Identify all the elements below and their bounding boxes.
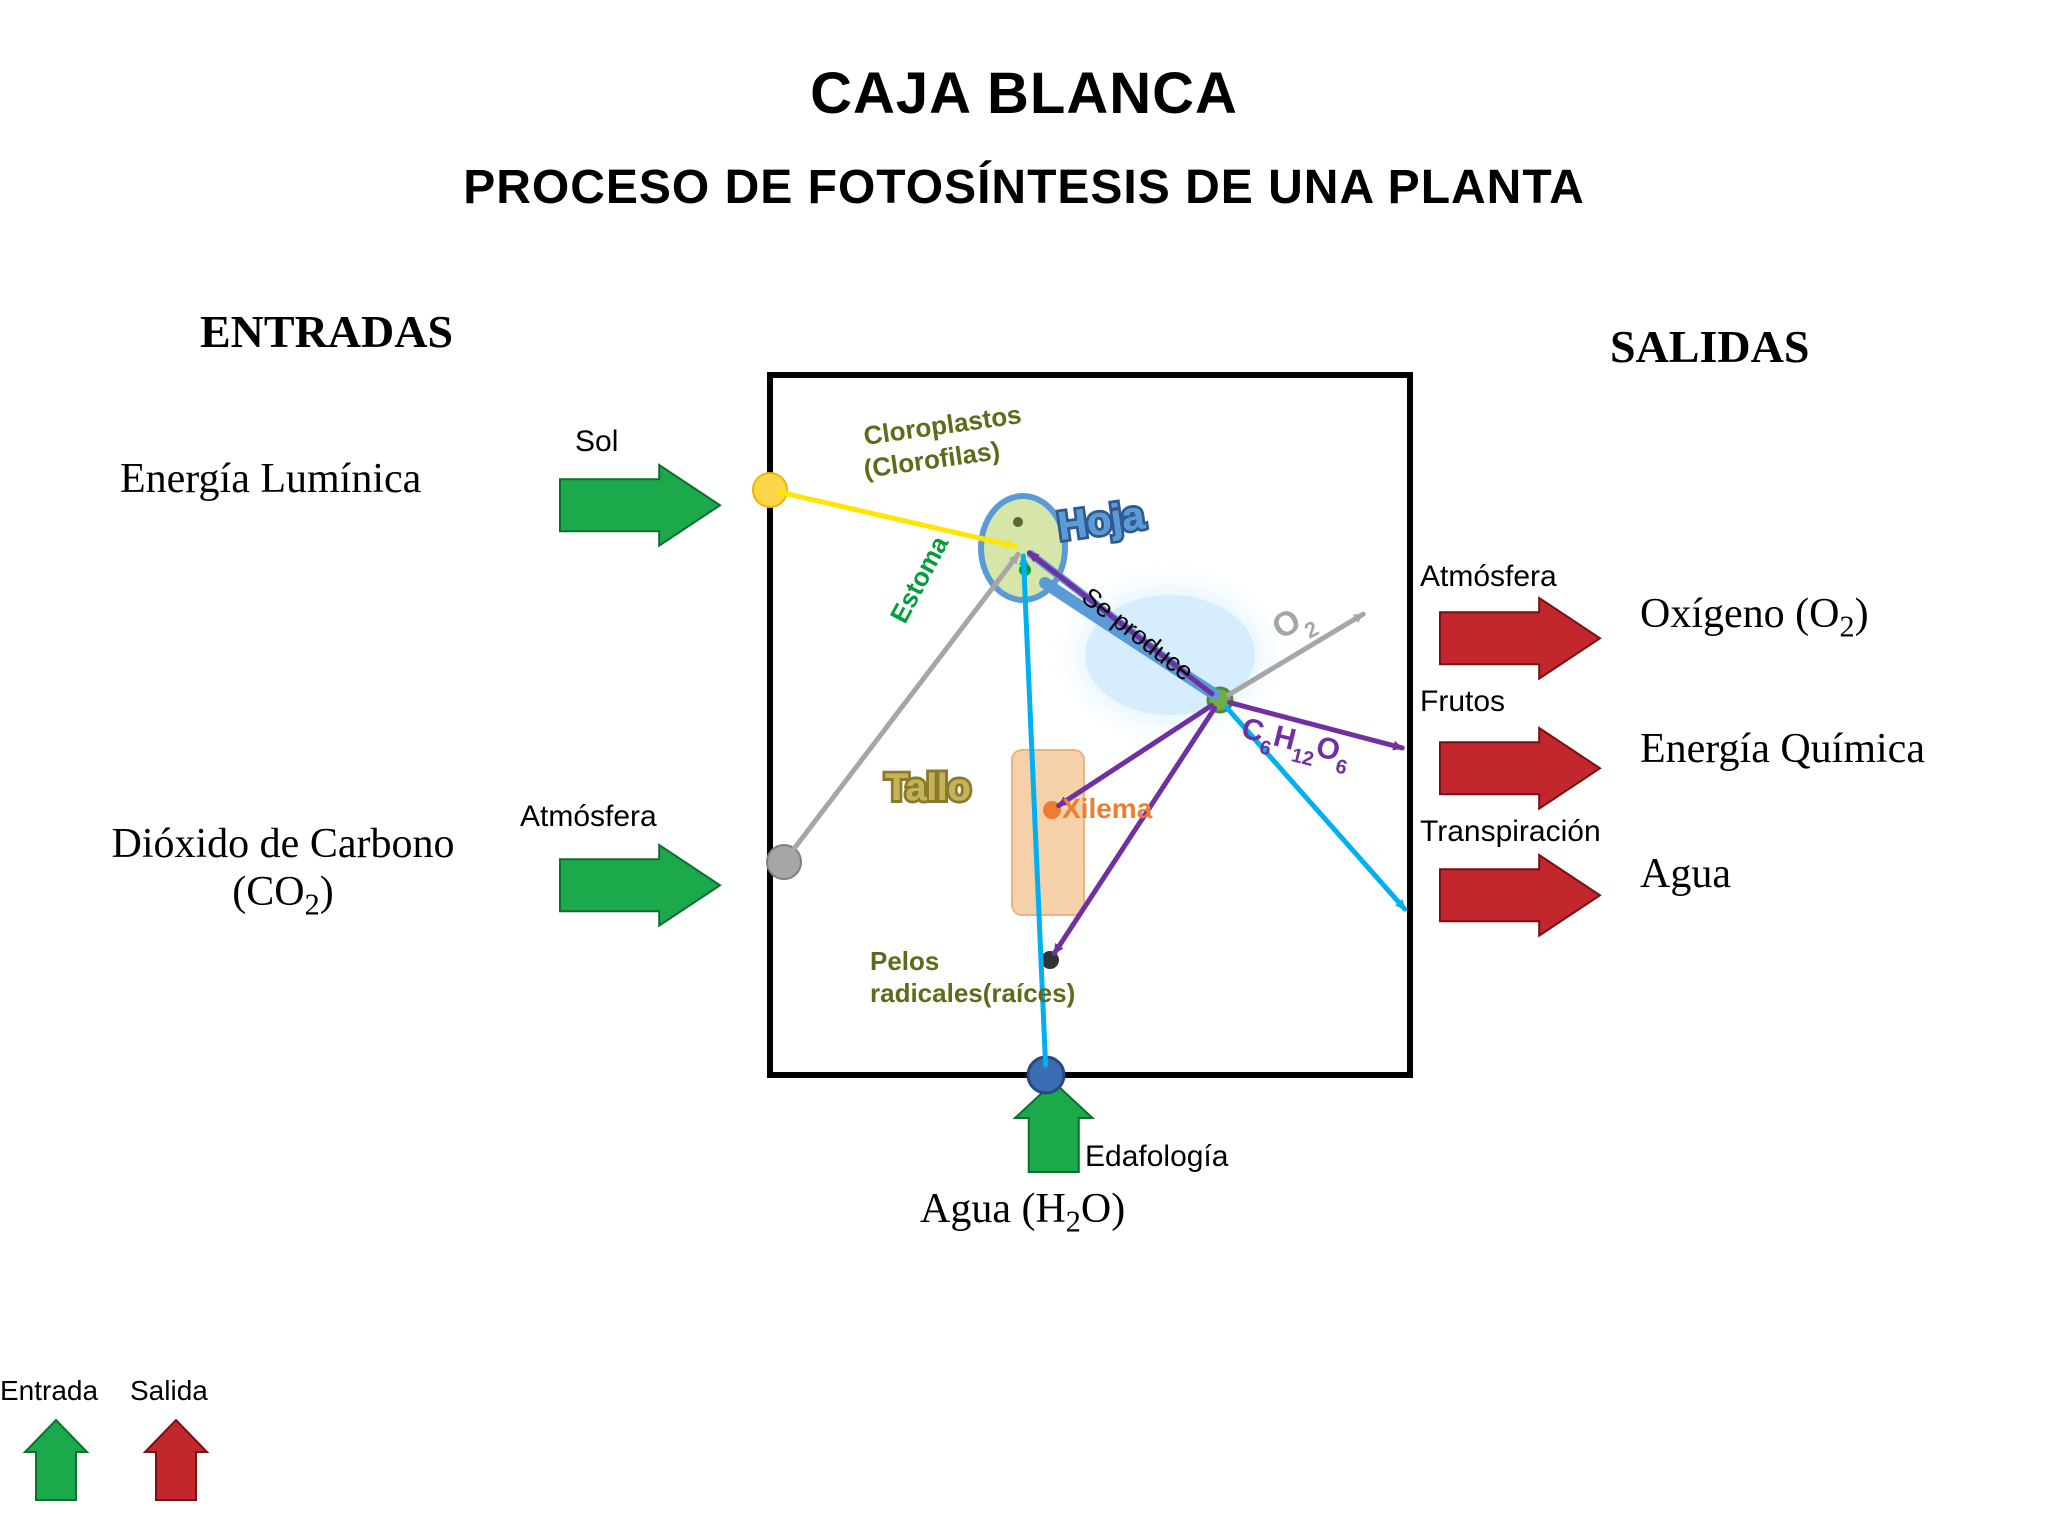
svg-text:Pelos: Pelos — [870, 946, 939, 976]
svg-text:Xilema: Xilema — [1062, 793, 1153, 824]
svg-text:radicales(raíces): radicales(raíces) — [870, 978, 1075, 1008]
svg-text:Hoja: Hoja — [1055, 493, 1148, 549]
diagram-canvas: Cloroplastos(Clorofilas)HojaHojaSe produ… — [0, 0, 2048, 1536]
svg-text:Tallo: Tallo — [885, 767, 971, 809]
svg-text:Estoma: Estoma — [884, 530, 955, 627]
